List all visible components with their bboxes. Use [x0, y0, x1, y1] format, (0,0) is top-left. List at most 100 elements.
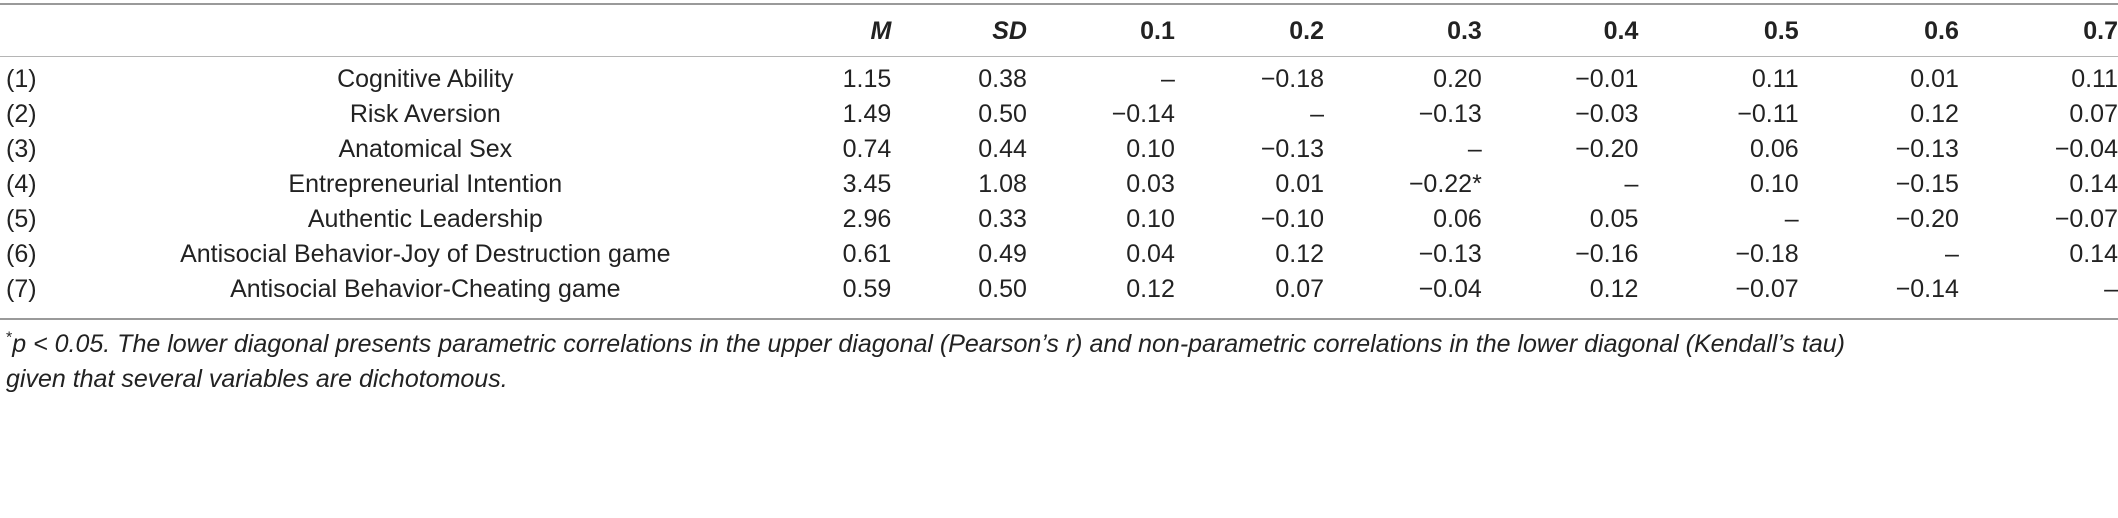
- header-index: [0, 6, 99, 56]
- header-variable: [99, 6, 752, 56]
- row-index: (7): [6, 275, 37, 303]
- cell-c1: –: [1160, 65, 1175, 93]
- cell-sd: 0.38: [978, 65, 1027, 93]
- cell-c6: −0.13: [1895, 135, 1959, 163]
- cell-c5: –: [1784, 205, 1799, 233]
- table-body: (1) Cognitive Ability 1.15 0.38 – −0.18 …: [0, 56, 2118, 307]
- footnote-line-2: given that several variables are dichoto…: [6, 365, 508, 393]
- header-col-7: 0.7: [2083, 16, 2118, 45]
- cell-mean: 3.45: [842, 170, 892, 198]
- cell-c7: −0.07: [2054, 205, 2118, 233]
- cell-c6: −0.20: [1895, 205, 1959, 233]
- table-row: (6) Antisocial Behavior-Joy of Destructi…: [0, 237, 2118, 272]
- cell-mean: 2.96: [842, 205, 892, 233]
- row-variable: Authentic Leadership: [307, 205, 543, 233]
- cell-sd: 0.50: [978, 275, 1027, 303]
- cell-c1: 0.04: [1126, 240, 1175, 268]
- cell-c6: 0.01: [1910, 65, 1959, 93]
- cell-c7: 0.07: [2069, 100, 2118, 128]
- cell-c5: 0.06: [1749, 135, 1799, 163]
- cell-c7: 0.11: [2071, 65, 2118, 93]
- cell-c1: 0.10: [1126, 205, 1175, 233]
- cell-c3: −0.13: [1418, 240, 1482, 268]
- cell-mean: 1.15: [842, 65, 892, 93]
- row-variable: Antisocial Behavior-Joy of Destruction g…: [180, 240, 671, 268]
- cell-c2: −0.18: [1260, 65, 1325, 93]
- header-col-2: 0.2: [1289, 16, 1325, 45]
- cell-c1: 0.03: [1126, 170, 1175, 198]
- cell-c3: −0.13: [1418, 100, 1482, 128]
- header-col-3: 0.3: [1447, 16, 1482, 45]
- table-row: (3) Anatomical Sex 0.74 0.44 0.10 −0.13 …: [0, 132, 2118, 167]
- header-mean: M: [870, 16, 892, 45]
- row-variable: Entrepreneurial Intention: [288, 170, 563, 198]
- table-row: (7) Antisocial Behavior-Cheating game 0.…: [0, 272, 2118, 307]
- top-rule: [0, 3, 2118, 5]
- header-row: M SD 0.1 0.2 0.3 0.4 0.5 0.6 0.7: [0, 6, 2118, 56]
- cell-c5: 0.10: [1749, 170, 1799, 198]
- cell-c4: −0.20: [1575, 135, 1639, 163]
- row-variable: Cognitive Ability: [337, 65, 514, 93]
- cell-mean: 1.49: [842, 100, 892, 128]
- row-variable: Antisocial Behavior-Cheating game: [230, 275, 621, 303]
- cell-sd: 0.44: [978, 135, 1027, 163]
- cell-c6: –: [1945, 240, 1959, 268]
- cell-sd: 1.08: [978, 170, 1027, 198]
- cell-c3: 0.20: [1433, 65, 1482, 93]
- cell-c1: −0.14: [1111, 100, 1175, 128]
- cell-c1: 0.10: [1126, 135, 1175, 163]
- cell-c2: −0.10: [1260, 205, 1325, 233]
- header-col-6: 0.6: [1924, 16, 1959, 45]
- bottom-rule: [0, 318, 2118, 320]
- cell-c7: −0.04: [2054, 135, 2118, 163]
- cell-sd: 0.50: [978, 100, 1027, 128]
- cell-c4: −0.16: [1575, 240, 1639, 268]
- footnote-marker: *: [6, 329, 13, 347]
- cell-c4: 0.05: [1589, 205, 1639, 233]
- cell-mean: 0.59: [842, 275, 892, 303]
- row-index: (1): [6, 65, 37, 93]
- cell-c2: –: [1310, 100, 1325, 128]
- cell-c4: –: [1624, 170, 1639, 198]
- cell-c6: −0.15: [1895, 170, 1959, 198]
- row-index: (5): [6, 205, 37, 233]
- cell-c7: –: [2104, 275, 2118, 303]
- cell-c7: 0.14: [2069, 240, 2118, 268]
- row-index: (6): [6, 240, 37, 268]
- cell-c2: 0.12: [1275, 240, 1325, 268]
- header-col-4: 0.4: [1603, 16, 1639, 45]
- correlation-table: M SD 0.1 0.2 0.3 0.4 0.5 0.6 0.7 (1) Cog…: [0, 6, 2118, 307]
- row-variable: Risk Aversion: [349, 100, 501, 128]
- cell-c6: 0.12: [1910, 100, 1959, 128]
- cell-c6: −0.14: [1895, 275, 1959, 303]
- cell-mean: 0.61: [842, 240, 892, 268]
- cell-c5: 0.11: [1751, 65, 1799, 93]
- cell-c1: 0.12: [1126, 275, 1175, 303]
- header-col-1: 0.1: [1140, 16, 1175, 45]
- cell-mean: 0.74: [842, 135, 892, 163]
- cell-c3: 0.06: [1433, 205, 1482, 233]
- table-row: (4) Entrepreneurial Intention 3.45 1.08 …: [0, 167, 2118, 202]
- cell-c4: −0.03: [1575, 100, 1639, 128]
- table-row: (1) Cognitive Ability 1.15 0.38 – −0.18 …: [0, 56, 2118, 97]
- footnote-line-1: *p < 0.05. The lower diagonal presents p…: [6, 327, 2106, 362]
- header-col-5: 0.5: [1763, 16, 1799, 45]
- cell-c5: −0.07: [1735, 275, 1799, 303]
- cell-c4: −0.01: [1575, 65, 1639, 93]
- table-row: (2) Risk Aversion 1.49 0.50 −0.14 – −0.1…: [0, 97, 2118, 132]
- table-row: (5) Authentic Leadership 2.96 0.33 0.10 …: [0, 202, 2118, 237]
- header-rule: [0, 56, 2118, 57]
- cell-c7: 0.14: [2069, 170, 2118, 198]
- table-footnote: *p < 0.05. The lower diagonal presents p…: [6, 327, 2106, 397]
- cell-c3: −0.04: [1418, 275, 1482, 303]
- cell-c2: 0.01: [1275, 170, 1325, 198]
- cell-c4: 0.12: [1589, 275, 1639, 303]
- cell-c5: −0.11: [1737, 100, 1799, 128]
- cell-c3: –: [1467, 135, 1482, 163]
- footnote-text: p < 0.05. The lower diagonal presents pa…: [12, 330, 1845, 358]
- cell-c5: −0.18: [1735, 240, 1799, 268]
- row-index: (3): [6, 135, 37, 163]
- row-variable: Anatomical Sex: [338, 135, 513, 163]
- cell-sd: 0.33: [978, 205, 1027, 233]
